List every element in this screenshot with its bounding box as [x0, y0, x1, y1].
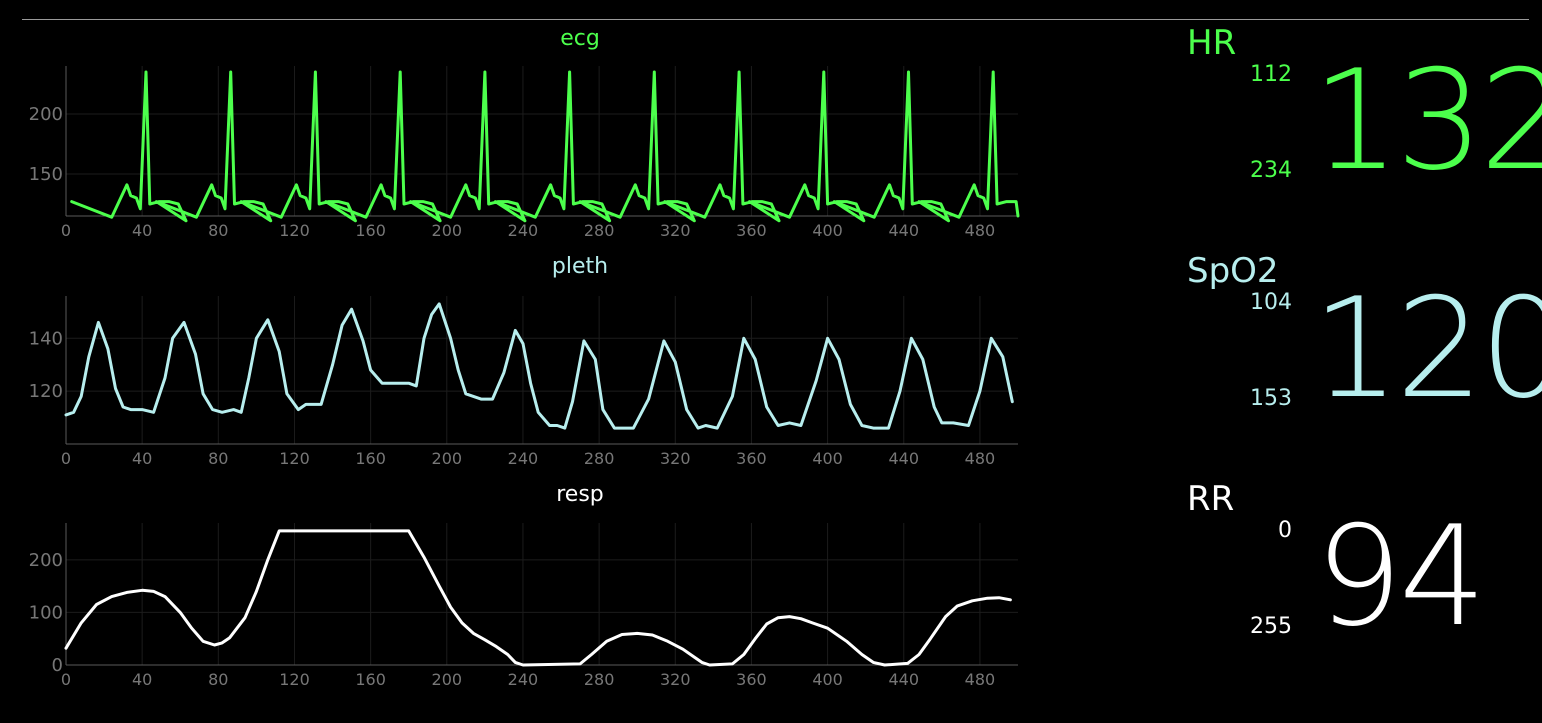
- ecg-x-tick-label: 400: [812, 221, 843, 240]
- resp-x-tick-label: 400: [812, 670, 843, 689]
- pleth-x-tick-label: 200: [432, 449, 463, 468]
- ecg-x-tick-label: 160: [355, 221, 386, 240]
- hr-label: HR: [1187, 23, 1237, 63]
- resp-x-tick-label: 360: [736, 670, 767, 689]
- ecg-x-tick-label: 440: [888, 221, 919, 240]
- pleth-chart-title: pleth: [552, 254, 608, 279]
- resp-x-tick-label: 0: [61, 670, 71, 689]
- rr-value: 94: [1315, 496, 1487, 657]
- spo2-lower-limit: 153: [1250, 386, 1292, 411]
- ecg-x-tick-label: 360: [736, 221, 767, 240]
- hr-lower-limit: 234: [1250, 158, 1292, 183]
- hr-value: 132: [1312, 40, 1542, 201]
- pleth-x-tick-label: 240: [508, 449, 539, 468]
- resp-y-tick-label: 200: [29, 550, 63, 571]
- ecg-x-tick-label: 320: [660, 221, 691, 240]
- ecg-x-tick-label: 480: [965, 221, 996, 240]
- resp-x-tick-label: 120: [279, 670, 310, 689]
- pleth-x-tick-label: 400: [812, 449, 843, 468]
- ecg-x-tick-label: 120: [279, 221, 310, 240]
- rr-upper-limit: 0: [1278, 518, 1292, 543]
- spo2-label: SpO2: [1187, 251, 1279, 291]
- resp-x-tick-label: 240: [508, 670, 539, 689]
- pleth-x-tick-label: 440: [888, 449, 919, 468]
- resp-x-tick-label: 80: [208, 670, 228, 689]
- pleth-waveform-line: [64, 302, 1014, 430]
- resp-chart-title: resp: [556, 482, 604, 507]
- ecg-chart-title: ecg: [560, 26, 600, 51]
- pleth-y-tick-label: 120: [29, 381, 63, 402]
- pleth-x-tick-label: 360: [736, 449, 767, 468]
- resp-y-tick-label: 100: [29, 602, 63, 623]
- resp-x-tick-label: 160: [355, 670, 386, 689]
- spo2-value: 120: [1312, 268, 1542, 429]
- pleth-x-tick-label: 0: [61, 449, 71, 468]
- pleth-x-tick-label: 160: [355, 449, 386, 468]
- hr-upper-limit: 112: [1250, 62, 1292, 87]
- resp-y-tick-label: 0: [52, 655, 63, 676]
- resp-x-tick-label: 280: [584, 670, 615, 689]
- pleth-x-tick-label: 40: [132, 449, 152, 468]
- ecg-y-tick-label: 200: [29, 104, 63, 125]
- ecg-waveform-line: [70, 70, 1020, 223]
- ecg-x-tick-label: 240: [508, 221, 539, 240]
- ecg-x-tick-label: 0: [61, 221, 71, 240]
- ecg-x-tick-label: 280: [584, 221, 615, 240]
- rr-label: RR: [1187, 479, 1235, 519]
- resp-x-tick-label: 200: [432, 670, 463, 689]
- pleth-x-tick-label: 480: [965, 449, 996, 468]
- pleth-x-tick-label: 280: [584, 449, 615, 468]
- top-divider: [22, 19, 1529, 20]
- resp-x-tick-label: 40: [132, 670, 152, 689]
- ecg-x-tick-label: 40: [132, 221, 152, 240]
- pleth-y-tick-label: 140: [29, 328, 63, 349]
- ecg-x-tick-label: 200: [432, 221, 463, 240]
- resp-waveform-line: [64, 529, 1012, 667]
- rr-lower-limit: 255: [1250, 614, 1292, 639]
- ecg-x-tick-label: 80: [208, 221, 228, 240]
- ecg-y-tick-label: 150: [29, 164, 63, 185]
- pleth-x-tick-label: 120: [279, 449, 310, 468]
- pleth-x-tick-label: 80: [208, 449, 228, 468]
- resp-x-tick-label: 440: [888, 670, 919, 689]
- pleth-x-tick-label: 320: [660, 449, 691, 468]
- resp-x-tick-label: 480: [965, 670, 996, 689]
- resp-x-tick-label: 320: [660, 670, 691, 689]
- spo2-upper-limit: 104: [1250, 290, 1292, 315]
